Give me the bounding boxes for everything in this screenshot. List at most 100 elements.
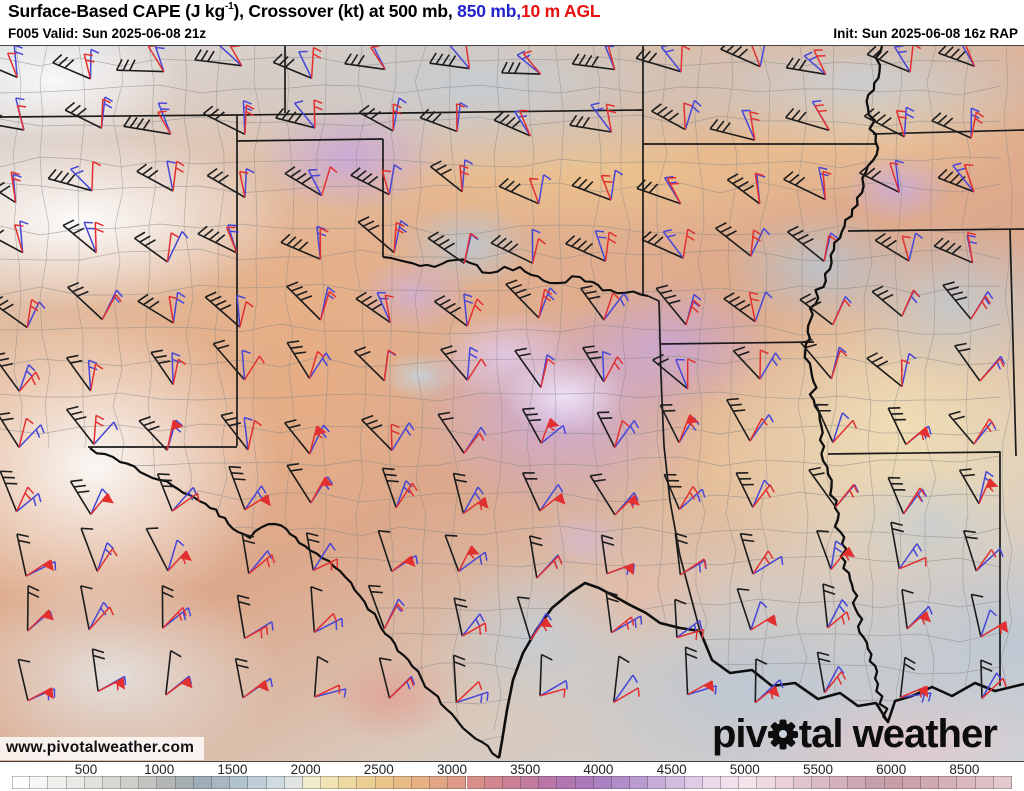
wind-barb-station (659, 403, 700, 444)
wind-barb-station (652, 353, 696, 390)
wind-barb-station (735, 471, 775, 508)
coastline (497, 581, 1024, 759)
legend-cell (48, 776, 67, 789)
wind-barb-station (65, 354, 104, 392)
wind-barb-station (67, 281, 123, 321)
wind-barb-station (204, 291, 254, 328)
wind-barb-station (280, 225, 329, 260)
wind-barb-station (651, 99, 702, 131)
legend-cell (793, 776, 812, 789)
wind-barb-station (571, 169, 624, 201)
wind-barb-station (942, 281, 994, 320)
wind-barb-station (605, 591, 643, 634)
legend-cell (12, 776, 31, 789)
wind-barb-station (0, 412, 45, 448)
wind-barb-station (47, 161, 102, 192)
legend-cell (902, 776, 921, 789)
wind-barb-station (516, 596, 553, 641)
wind-barb-station (589, 473, 640, 516)
wind-barb-station (433, 293, 484, 327)
wind-barb-station (859, 159, 905, 193)
legend-cell (84, 776, 103, 789)
watermark: www.pivotalweather.com (0, 737, 205, 760)
wind-barb-station (284, 419, 330, 455)
wind-barb-station (381, 467, 418, 509)
state-border-line (647, 295, 701, 632)
wind-barb-station (739, 532, 784, 575)
wind-barb-station (635, 46, 691, 73)
wind-barb-station (437, 411, 487, 454)
wind-barb-station (284, 166, 338, 197)
wind-barb-station (138, 416, 184, 451)
wind-barb-station (887, 476, 928, 515)
wind-barb-station (136, 160, 185, 192)
rio-grande-river (89, 447, 500, 759)
valid-time-text: F005 Valid: Sun 2025-06-08 21z (8, 26, 207, 41)
legend-cell (466, 776, 485, 789)
wind-barb-station (866, 46, 922, 73)
wind-barb-station (938, 46, 976, 68)
wind-barb-station (901, 588, 933, 630)
title-10m-agl: 10 m AGL (520, 1, 601, 21)
wind-barb-station (26, 584, 55, 632)
legend-cell (248, 776, 267, 789)
wind-barb-station (958, 468, 999, 505)
wind-barb-station (822, 583, 851, 629)
legend-cell (666, 776, 685, 789)
legend-cell (175, 776, 194, 789)
wind-barb-station (937, 162, 975, 193)
legend-cell (193, 776, 212, 789)
wind-barb-station (641, 228, 696, 259)
wind-barb-station (305, 532, 339, 572)
wind-barb-station (137, 291, 186, 324)
legend-cell (321, 776, 340, 789)
wind-barb-station (202, 99, 255, 136)
state-border-line (847, 228, 1024, 232)
wind-barb-station (674, 598, 705, 641)
legend-cell (157, 776, 176, 789)
wind-barb-station (123, 102, 172, 135)
legend-cell (102, 776, 122, 789)
state-border-line (1009, 228, 1017, 457)
wind-barb-station (361, 414, 415, 452)
legend-tick: 3500 (510, 762, 541, 777)
wind-barb-station (808, 466, 860, 508)
legend-tick: 3000 (436, 762, 468, 777)
legend-tick: 2000 (290, 762, 321, 777)
wind-barb-station (212, 339, 266, 381)
state-border-line (827, 451, 1001, 686)
wind-barb-station (440, 345, 487, 381)
wind-barb-station (785, 100, 830, 132)
legend-cell (339, 776, 358, 789)
wind-barb-station (571, 46, 616, 71)
page-title: Surface-Based CAPE (J kg-1), Crossover (… (8, 1, 601, 22)
wind-barb-station (709, 109, 760, 141)
wind-barb-station (377, 529, 419, 573)
legend-cell (557, 776, 576, 789)
pivotal-weather-logo: piv tal weather (712, 712, 998, 757)
logo-text-post: tal weather (798, 712, 998, 756)
wind-barb-station (52, 48, 100, 80)
wind-barb-station (452, 654, 489, 704)
wind-barb-station (980, 659, 1007, 699)
wind-barb-station (931, 107, 984, 139)
legend-cell (975, 776, 994, 789)
wind-barb-station (954, 342, 1006, 382)
wind-barb-station (726, 172, 766, 205)
wind-barb-station (493, 109, 531, 137)
title-mid: ), Crossover (kt) at 500 mb, (233, 1, 458, 21)
legend-tick: 5000 (729, 762, 760, 777)
wind-barb-station (0, 352, 41, 392)
wind-barb-station (490, 228, 546, 264)
wind-barb-station (816, 529, 856, 570)
wind-barb-station (726, 397, 774, 442)
wind-barb-station (150, 349, 186, 386)
wind-barb-station (528, 535, 563, 579)
wind-barb-station (783, 166, 832, 201)
legend-tick: 4500 (656, 762, 687, 777)
wind-barb-station (874, 232, 924, 262)
legend-cell (284, 776, 303, 789)
legend-tick: 500 (74, 762, 98, 777)
wind-barb-station (970, 593, 1009, 638)
red-river (382, 255, 649, 298)
